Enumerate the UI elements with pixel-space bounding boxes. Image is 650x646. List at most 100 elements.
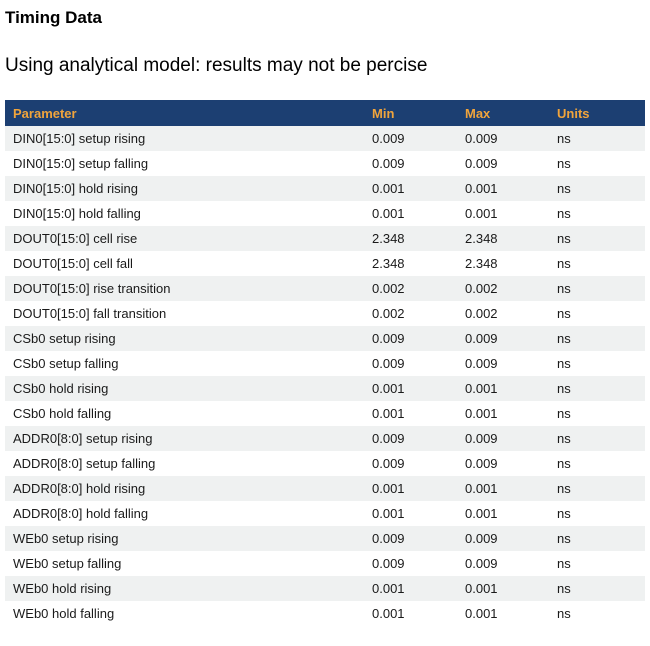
table-row: ADDR0[8:0] hold falling 0.001 0.001 ns bbox=[5, 501, 645, 526]
cell-units: ns bbox=[549, 426, 645, 451]
cell-units: ns bbox=[549, 301, 645, 326]
cell-parameter: CSb0 setup falling bbox=[5, 351, 364, 376]
cell-max: 0.001 bbox=[457, 601, 549, 626]
table-row: CSb0 setup falling 0.009 0.009 ns bbox=[5, 351, 645, 376]
table-row: WEb0 setup rising 0.009 0.009 ns bbox=[5, 526, 645, 551]
cell-units: ns bbox=[549, 251, 645, 276]
cell-units: ns bbox=[549, 376, 645, 401]
cell-min: 0.009 bbox=[364, 551, 457, 576]
column-header-units: Units bbox=[549, 100, 645, 126]
cell-min: 0.001 bbox=[364, 576, 457, 601]
timing-report-page: Timing Data Using analytical model: resu… bbox=[5, 8, 645, 626]
cell-max: 0.002 bbox=[457, 276, 549, 301]
cell-min: 0.009 bbox=[364, 351, 457, 376]
cell-units: ns bbox=[549, 226, 645, 251]
cell-min: 0.002 bbox=[364, 301, 457, 326]
cell-units: ns bbox=[549, 501, 645, 526]
cell-min: 2.348 bbox=[364, 226, 457, 251]
cell-units: ns bbox=[549, 351, 645, 376]
cell-min: 0.001 bbox=[364, 201, 457, 226]
cell-units: ns bbox=[549, 326, 645, 351]
table-row: CSb0 setup rising 0.009 0.009 ns bbox=[5, 326, 645, 351]
cell-min: 0.009 bbox=[364, 426, 457, 451]
cell-parameter: ADDR0[8:0] hold falling bbox=[5, 501, 364, 526]
table-body: DIN0[15:0] setup rising 0.009 0.009 ns DIN0[… bbox=[5, 126, 645, 626]
cell-max: 0.001 bbox=[457, 401, 549, 426]
cell-max: 0.009 bbox=[457, 351, 549, 376]
table-row: DIN0[15:0] hold falling 0.001 0.001 ns bbox=[5, 201, 645, 226]
cell-max: 0.002 bbox=[457, 301, 549, 326]
cell-min: 0.001 bbox=[364, 501, 457, 526]
cell-parameter: DIN0[15:0] setup falling bbox=[5, 151, 364, 176]
cell-max: 0.009 bbox=[457, 451, 549, 476]
table-row: DOUT0[15:0] cell rise 2.348 2.348 ns bbox=[5, 226, 645, 251]
cell-max: 0.009 bbox=[457, 326, 549, 351]
cell-min: 0.002 bbox=[364, 276, 457, 301]
cell-parameter: CSb0 hold falling bbox=[5, 401, 364, 426]
cell-parameter: WEb0 hold rising bbox=[5, 576, 364, 601]
table-row: ADDR0[8:0] setup rising 0.009 0.009 ns bbox=[5, 426, 645, 451]
cell-parameter: ADDR0[8:0] setup rising bbox=[5, 426, 364, 451]
column-header-max: Max bbox=[457, 100, 549, 126]
cell-parameter: WEb0 setup rising bbox=[5, 526, 364, 551]
table-row: CSb0 hold rising 0.001 0.001 ns bbox=[5, 376, 645, 401]
column-header-min: Min bbox=[364, 100, 457, 126]
cell-parameter: WEb0 setup falling bbox=[5, 551, 364, 576]
table-row: DOUT0[15:0] cell fall 2.348 2.348 ns bbox=[5, 251, 645, 276]
cell-parameter: ADDR0[8:0] hold rising bbox=[5, 476, 364, 501]
cell-parameter: ADDR0[8:0] setup falling bbox=[5, 451, 364, 476]
cell-units: ns bbox=[549, 401, 645, 426]
cell-parameter: CSb0 setup rising bbox=[5, 326, 364, 351]
cell-units: ns bbox=[549, 176, 645, 201]
cell-min: 0.009 bbox=[364, 151, 457, 176]
cell-min: 0.001 bbox=[364, 176, 457, 201]
cell-min: 0.001 bbox=[364, 601, 457, 626]
cell-max: 0.001 bbox=[457, 576, 549, 601]
table-row: ADDR0[8:0] setup falling 0.009 0.009 ns bbox=[5, 451, 645, 476]
cell-units: ns bbox=[549, 276, 645, 301]
table-row: WEb0 hold rising 0.001 0.001 ns bbox=[5, 576, 645, 601]
table-row: WEb0 setup falling 0.009 0.009 ns bbox=[5, 551, 645, 576]
table-row: CSb0 hold falling 0.001 0.001 ns bbox=[5, 401, 645, 426]
table-row: DOUT0[15:0] rise transition 0.002 0.002 ns bbox=[5, 276, 645, 301]
cell-max: 0.009 bbox=[457, 551, 549, 576]
cell-min: 0.001 bbox=[364, 476, 457, 501]
table-row: WEb0 hold falling 0.001 0.001 ns bbox=[5, 601, 645, 626]
cell-parameter: DIN0[15:0] hold rising bbox=[5, 176, 364, 201]
cell-max: 0.001 bbox=[457, 176, 549, 201]
cell-max: 2.348 bbox=[457, 251, 549, 276]
cell-units: ns bbox=[549, 526, 645, 551]
cell-max: 0.009 bbox=[457, 526, 549, 551]
cell-min: 0.009 bbox=[364, 526, 457, 551]
cell-units: ns bbox=[549, 151, 645, 176]
cell-units: ns bbox=[549, 201, 645, 226]
page-subtitle: Using analytical model: results may not … bbox=[5, 55, 428, 76]
cell-parameter: DOUT0[15:0] cell fall bbox=[5, 251, 364, 276]
column-header-parameter: Parameter bbox=[5, 100, 364, 126]
cell-max: 0.001 bbox=[457, 501, 549, 526]
cell-units: ns bbox=[549, 576, 645, 601]
cell-max: 0.001 bbox=[457, 201, 549, 226]
cell-parameter: DIN0[15:0] setup rising bbox=[5, 126, 364, 151]
cell-parameter: DOUT0[15:0] rise transition bbox=[5, 276, 364, 301]
cell-min: 0.009 bbox=[364, 326, 457, 351]
cell-max: 2.348 bbox=[457, 226, 549, 251]
cell-parameter: DIN0[15:0] hold falling bbox=[5, 201, 364, 226]
table-row: DIN0[15:0] setup falling 0.009 0.009 ns bbox=[5, 151, 645, 176]
cell-max: 0.001 bbox=[457, 476, 549, 501]
cell-min: 0.001 bbox=[364, 376, 457, 401]
cell-max: 0.009 bbox=[457, 426, 549, 451]
cell-max: 0.001 bbox=[457, 376, 549, 401]
cell-units: ns bbox=[549, 126, 645, 151]
cell-min: 0.001 bbox=[364, 401, 457, 426]
timing-data-table: Parameter Min Max Units DIN0[15:0] setup… bbox=[5, 100, 645, 626]
cell-min: 2.348 bbox=[364, 251, 457, 276]
cell-units: ns bbox=[549, 451, 645, 476]
cell-parameter: WEb0 hold falling bbox=[5, 601, 364, 626]
table-row: DOUT0[15:0] fall transition 0.002 0.002 ns bbox=[5, 301, 645, 326]
cell-parameter: DOUT0[15:0] fall transition bbox=[5, 301, 364, 326]
cell-max: 0.009 bbox=[457, 151, 549, 176]
table-row: DIN0[15:0] hold rising 0.001 0.001 ns bbox=[5, 176, 645, 201]
cell-parameter: DOUT0[15:0] cell rise bbox=[5, 226, 364, 251]
cell-units: ns bbox=[549, 476, 645, 501]
